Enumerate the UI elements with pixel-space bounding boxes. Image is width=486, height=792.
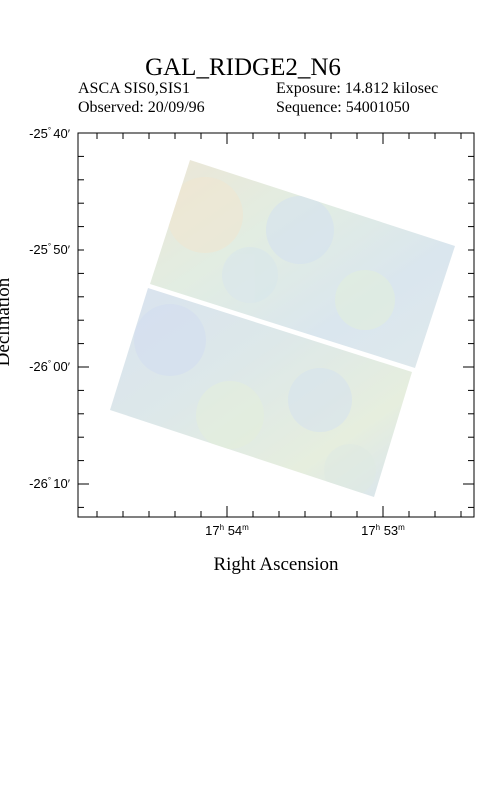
x-tick-label: 17h 53m (361, 523, 405, 538)
y-tick-label: -26° 00′ (29, 359, 71, 374)
emission-blob (134, 304, 206, 376)
emission-blob (196, 381, 264, 449)
x-axis-label: Right Ascension (213, 554, 339, 575)
emission-blob (335, 270, 395, 330)
y-axis-label: Declination (0, 277, 14, 367)
instrument-label: ASCA SIS0,SIS1 (78, 80, 191, 97)
x-tick-labels: 17h 54m 17h 53m (205, 523, 405, 538)
emission-blob (167, 177, 243, 253)
y-tick-label: -25° 40′ (29, 126, 71, 141)
observed-label: Observed: 20/09/96 (78, 99, 205, 116)
emission-blob (222, 247, 278, 303)
y-tick-label: -26° 10′ (29, 476, 71, 491)
y-tick-label: -25° 50′ (29, 242, 71, 257)
emission-blob (266, 196, 334, 264)
plot-frame (77, 132, 475, 518)
sequence-label: Sequence: 54001050 (276, 99, 410, 116)
tick-marks (78, 132, 474, 517)
y-tick-labels: -25° 40′ -25° 50′ -26° 00′ -26° 10′ (29, 126, 71, 491)
emission-blob (324, 444, 376, 496)
emission-blob (288, 368, 352, 432)
x-tick-label: 17h 54m (205, 523, 249, 538)
exposure-label: Exposure: 14.812 kilosec (276, 80, 439, 97)
page-title: GAL_RIDGE2_N6 (145, 54, 341, 81)
